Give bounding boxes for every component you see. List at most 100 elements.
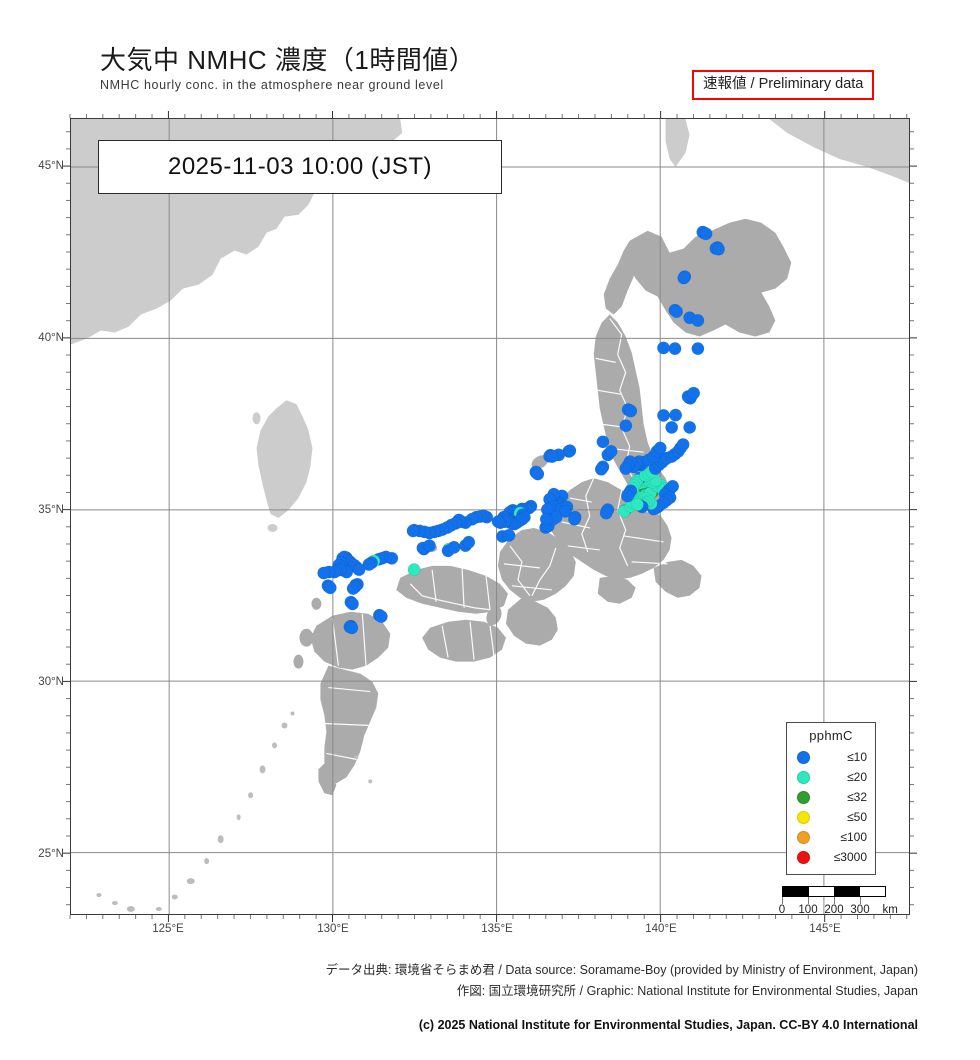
measurement-point: [362, 557, 376, 571]
measurement-point: [558, 504, 572, 518]
legend-swatch-icon: [797, 770, 810, 784]
legend-item-label: ≤100: [840, 830, 867, 844]
x-tick-label: 135°E: [481, 923, 513, 935]
legend-item[interactable]: ≤20: [793, 767, 869, 787]
nansei-islands: [96, 711, 373, 913]
x-tick-label: 145°E: [809, 923, 841, 935]
measurement-point: [531, 467, 545, 481]
scale-segment: [808, 887, 834, 896]
japan-landmass: [293, 218, 792, 796]
scale-bar-labels: 0 100 200 300 km: [778, 904, 898, 918]
measurement-point: [539, 512, 553, 526]
measurement-point: [657, 408, 670, 422]
measurement-point: [567, 512, 581, 526]
page-title: 大気中 NMHC 濃度（1時間値）: [100, 45, 476, 75]
measurement-point: [683, 420, 697, 434]
legend-item-label: ≤50: [847, 810, 867, 824]
measurement-point: [669, 408, 683, 422]
legend-title: pphmC: [809, 728, 853, 743]
measurement-point: [619, 419, 633, 433]
measurement-point: [604, 444, 618, 458]
measurement-point: [665, 420, 679, 434]
timestamp-box: 2025-11-03 10:00 (JST): [98, 140, 502, 194]
legend-item[interactable]: ≤10: [793, 747, 869, 767]
measurement-point: [619, 462, 633, 476]
scale-bar-segments: [782, 886, 886, 897]
measurement-point: [687, 386, 701, 400]
y-tick-label: 30°N: [38, 676, 64, 688]
measurement-point: [545, 450, 559, 464]
footer-copyright: (c) 2025 National Institute for Environm…: [418, 1018, 918, 1032]
scale-segment: [859, 887, 885, 896]
legend-swatch-icon: [797, 850, 810, 864]
legend-item[interactable]: ≤50: [793, 807, 869, 827]
measurement-point: [346, 581, 360, 595]
y-tick-label: 35°N: [38, 504, 64, 516]
measurement-point: [406, 524, 420, 538]
measurement-point: [699, 227, 713, 241]
legend-item-label: ≤20: [847, 770, 867, 784]
measurement-point: [491, 515, 505, 529]
x-tick-label: 125°E: [152, 923, 184, 935]
y-tick-label: 25°N: [38, 848, 64, 860]
measurement-point: [502, 528, 516, 542]
measurement-point: [346, 597, 360, 611]
scale-label: 0: [778, 904, 786, 916]
measurement-point: [563, 444, 577, 458]
measurement-point: [599, 506, 613, 520]
measurement-point: [657, 341, 670, 355]
measurement-points-layer: [317, 225, 725, 635]
scale-label: 300: [850, 904, 870, 916]
measurement-point: [447, 540, 461, 554]
measurement-point: [676, 438, 690, 452]
page-footer: データ出典: 環境省そらまめ君 / Data source: Soramame-…: [0, 960, 980, 1032]
y-tick-label: 45°N: [38, 160, 64, 172]
legend-item-label: ≤3000: [833, 850, 867, 864]
measurement-point: [352, 563, 366, 577]
measurement-point: [630, 498, 644, 511]
measurement-point: [677, 271, 691, 285]
measurement-point: [462, 535, 476, 549]
scale-label: 200: [824, 904, 844, 916]
legend-swatch-icon: [797, 790, 810, 804]
measurement-point: [345, 621, 359, 635]
legend-panel[interactable]: pphmC ≤10 ≤20 ≤32 ≤50 ≤100 ≤3000: [786, 722, 876, 875]
measurement-point: [407, 563, 421, 577]
legend-swatch-icon: [797, 830, 810, 844]
legend-item-label: ≤10: [847, 750, 867, 764]
measurement-point: [624, 404, 638, 418]
preliminary-data-badge: 速報値 / Preliminary data: [692, 70, 875, 100]
footer-data-source: データ出典: 環境省そらまめ君 / Data source: Soramame-…: [325, 963, 918, 977]
scale-bar: 0 100 200 300 km: [778, 886, 898, 918]
measurement-point: [596, 435, 610, 449]
measurement-point: [691, 342, 705, 356]
scale-segment: [783, 887, 809, 896]
page-subtitle: NMHC hourly conc. in the atmosphere near…: [100, 78, 444, 92]
measurement-point: [653, 441, 667, 455]
map-plot-area[interactable]: [70, 118, 910, 915]
legend-item[interactable]: ≤32: [793, 787, 869, 807]
footer-graphic-credit: 作図: 国立環境研究所 / Graphic: National Institut…: [456, 984, 918, 998]
legend-item[interactable]: ≤100: [793, 827, 869, 847]
scale-bar-ticks: [782, 897, 886, 904]
legend-item-label: ≤32: [847, 790, 867, 804]
legend-item[interactable]: ≤3000: [793, 847, 869, 867]
legend-swatch-icon: [797, 750, 810, 764]
scale-unit-label: km: [882, 904, 898, 916]
scale-label: 100: [798, 904, 818, 916]
measurement-point: [422, 539, 436, 553]
measurement-point: [620, 489, 634, 503]
y-tick-label: 40°N: [38, 332, 64, 344]
measurement-point: [668, 342, 682, 356]
japan-map-svg: [71, 119, 909, 914]
x-tick-label: 130°E: [317, 923, 349, 935]
legend-swatch-icon: [797, 810, 810, 824]
page-header: 大気中 NMHC 濃度（1時間値） NMHC hourly conc. in t…: [0, 0, 980, 118]
x-tick-label: 140°E: [645, 923, 677, 935]
measurement-point: [670, 305, 684, 319]
scale-segment: [834, 887, 860, 896]
measurement-point: [323, 581, 337, 595]
measurement-point: [374, 610, 388, 624]
measurement-point: [594, 462, 608, 476]
measurement-point: [691, 314, 705, 327]
